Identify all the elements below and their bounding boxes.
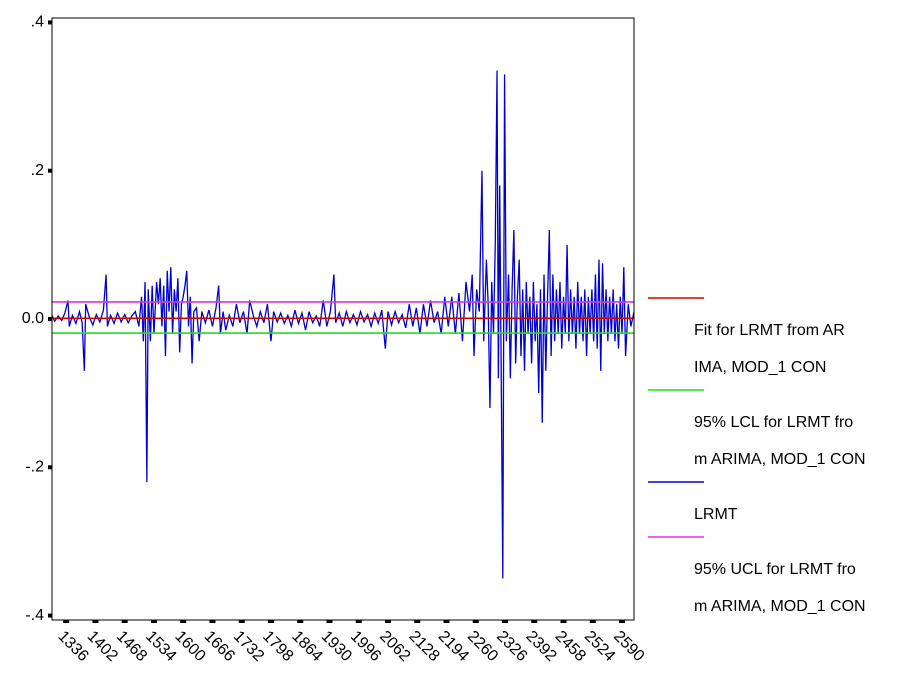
x-tick [326, 620, 333, 623]
x-tick [589, 620, 596, 623]
x-tick [121, 620, 128, 623]
series-line [52, 70, 634, 579]
x-tick [355, 620, 362, 623]
legend-label: LRMT [694, 506, 738, 523]
y-tick-label: .4 [31, 14, 44, 31]
x-tick [209, 620, 216, 623]
x-tick [443, 620, 450, 623]
x-tick [560, 620, 567, 623]
y-tick-label: -.2 [25, 458, 44, 475]
x-tick [267, 620, 274, 623]
x-tick [238, 620, 245, 623]
legend-label: 95% LCL for LRMT fro m ARIMA, MOD_1 CON [694, 414, 866, 468]
x-tick [63, 620, 70, 623]
y-tick-label: 0.0 [22, 310, 44, 327]
y-tick-label: -.4 [25, 607, 44, 624]
x-tick [297, 620, 304, 623]
x-tick [414, 620, 421, 623]
x-tick [384, 620, 391, 623]
y-tick [48, 168, 52, 173]
y-tick-label: .2 [31, 162, 44, 179]
x-tick [502, 620, 509, 623]
x-tick [92, 620, 99, 623]
y-tick [48, 613, 52, 618]
x-tick [150, 620, 157, 623]
y-tick [48, 465, 52, 470]
x-tick [180, 620, 187, 623]
legend-label: 95% UCL for LRMT fro m ARIMA, MOD_1 CON [694, 561, 866, 615]
legend-label: Fit for LRMT from AR IMA, MOD_1 CON [694, 322, 845, 376]
plot-area [52, 70, 634, 579]
y-tick [48, 20, 52, 25]
x-tick [531, 620, 538, 623]
x-tick [472, 620, 479, 623]
y-tick [48, 317, 52, 321]
x-tick [619, 620, 626, 623]
